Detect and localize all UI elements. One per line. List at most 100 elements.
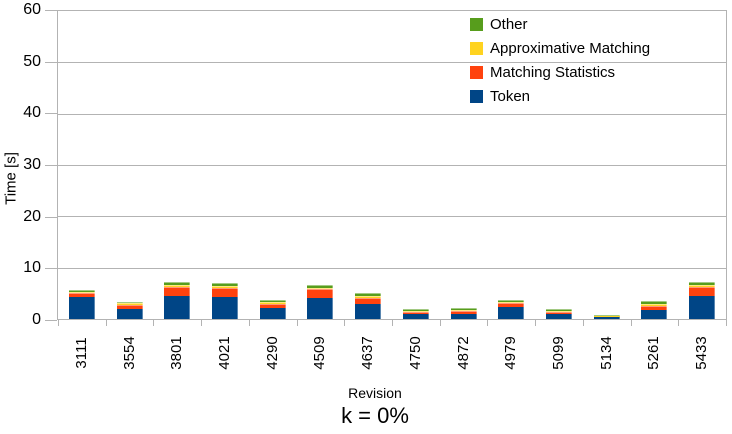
bar-segment-approximative-matching bbox=[498, 302, 525, 304]
y-tick-label: 0 bbox=[32, 311, 41, 328]
bar-segment-token bbox=[307, 297, 334, 319]
bar-segment-token bbox=[689, 296, 716, 319]
bar-segment-other bbox=[164, 282, 191, 285]
bar-segment-other bbox=[68, 290, 95, 292]
bar-segment-matching-statistics bbox=[307, 289, 334, 298]
bar-segment-approximative-matching bbox=[164, 284, 191, 288]
bar-segment-token bbox=[641, 310, 668, 319]
plot-area bbox=[57, 10, 727, 320]
bar-segment-matching-statistics bbox=[498, 303, 525, 308]
bar-segment-other bbox=[641, 301, 668, 304]
x-axis-title: Revision bbox=[348, 385, 402, 401]
bar bbox=[689, 282, 716, 319]
y-tick bbox=[45, 320, 57, 321]
bar-segment-other bbox=[212, 283, 238, 286]
legend-item: Matching Statistics bbox=[470, 60, 650, 84]
x-tick-label: 4637 bbox=[359, 336, 377, 370]
bar-segment-token bbox=[164, 295, 191, 319]
gridline bbox=[58, 113, 726, 115]
y-tick-label: 40 bbox=[23, 104, 41, 122]
x-tick-label: 4750 bbox=[406, 336, 424, 370]
x-tick bbox=[678, 320, 680, 326]
bar-segment-approximative-matching bbox=[212, 285, 238, 289]
x-tick-label: 5099 bbox=[550, 336, 567, 370]
bar bbox=[259, 300, 286, 319]
bar-segment-matching-statistics bbox=[259, 304, 286, 309]
y-tick bbox=[45, 268, 57, 270]
bar-segment-token bbox=[212, 297, 238, 319]
bar-segment-matching-statistics bbox=[164, 287, 191, 296]
legend: Other Approximative Matching Matching Stat… bbox=[470, 12, 650, 108]
bar bbox=[307, 285, 334, 319]
bar-segment-token bbox=[546, 314, 572, 319]
bar-segment-approximative-matching bbox=[68, 291, 95, 294]
legend-swatch-token bbox=[470, 89, 483, 103]
bar-segment-token bbox=[116, 309, 143, 319]
x-tick bbox=[439, 320, 441, 326]
bar-segment-approximative-matching bbox=[116, 303, 143, 306]
x-tick bbox=[58, 320, 59, 326]
bar-segment-approximative-matching bbox=[402, 310, 429, 312]
bar-segment-token bbox=[355, 304, 382, 319]
bar-segment-other bbox=[593, 314, 620, 316]
x-tick-label: 4021 bbox=[216, 336, 233, 370]
legend-item: Approximative Matching bbox=[470, 36, 650, 60]
x-tick bbox=[487, 320, 489, 326]
x-tick-label: 4290 bbox=[263, 336, 281, 370]
y-tick-label: 20 bbox=[23, 207, 41, 225]
x-tick-label: 4872 bbox=[454, 336, 472, 370]
bar-segment-matching-statistics bbox=[68, 293, 95, 297]
bar-segment-other bbox=[259, 300, 286, 303]
y-tick bbox=[45, 216, 57, 218]
x-tick bbox=[296, 320, 298, 326]
bar-segment-approximative-matching bbox=[593, 315, 620, 317]
bar-segment-approximative-matching bbox=[689, 284, 716, 288]
legend-label: Other bbox=[490, 15, 528, 33]
bar-segment-matching-statistics bbox=[546, 312, 572, 315]
bar-segment-other bbox=[402, 309, 429, 311]
bar-segment-approximative-matching bbox=[259, 302, 286, 305]
bar-segment-other bbox=[450, 308, 477, 311]
bar-segment-other bbox=[355, 293, 382, 297]
bar bbox=[593, 314, 620, 319]
bar bbox=[641, 301, 668, 319]
x-tick-label: 3801 bbox=[168, 336, 186, 370]
x-tick-label: 5134 bbox=[597, 336, 615, 370]
bar bbox=[546, 309, 572, 319]
x-tick bbox=[582, 320, 584, 326]
bar-segment-matching-statistics bbox=[402, 311, 429, 314]
x-tick-label: 3554 bbox=[120, 336, 138, 370]
legend-label: Approximative Matching bbox=[490, 39, 651, 57]
bar bbox=[212, 283, 238, 319]
bar-segment-token bbox=[450, 313, 477, 319]
legend-swatch-matching-statistics bbox=[470, 65, 483, 79]
x-tick-label: 3111 bbox=[72, 337, 90, 369]
bar bbox=[164, 282, 191, 319]
bar-segment-token bbox=[402, 313, 429, 319]
legend-label: Matching Statistics bbox=[490, 63, 616, 81]
x-tick bbox=[105, 320, 107, 326]
legend-swatch-approximative-matching bbox=[470, 41, 483, 55]
x-tick-label: 5433 bbox=[693, 336, 711, 370]
x-tick-label: 4509 bbox=[311, 336, 329, 370]
bar bbox=[355, 293, 382, 319]
legend-item: Other bbox=[470, 12, 650, 36]
y-tick bbox=[45, 61, 57, 63]
bar-segment-approximative-matching bbox=[307, 287, 334, 290]
y-tick bbox=[45, 10, 57, 11]
bar-segment-approximative-matching bbox=[355, 296, 382, 299]
bar-segment-token bbox=[68, 296, 95, 319]
y-tick-label: 10 bbox=[23, 259, 41, 277]
legend-item: Token bbox=[470, 84, 650, 108]
x-tick bbox=[535, 320, 537, 326]
bar bbox=[498, 300, 525, 319]
x-tick bbox=[726, 320, 727, 326]
y-tick-label: 50 bbox=[23, 52, 41, 70]
bar-segment-matching-statistics bbox=[355, 298, 382, 305]
y-tick bbox=[45, 113, 57, 115]
y-tick bbox=[45, 165, 57, 166]
bar-segment-matching-statistics bbox=[450, 311, 477, 314]
x-tick-label: 5261 bbox=[645, 336, 663, 370]
bar-segment-matching-statistics bbox=[212, 288, 238, 298]
